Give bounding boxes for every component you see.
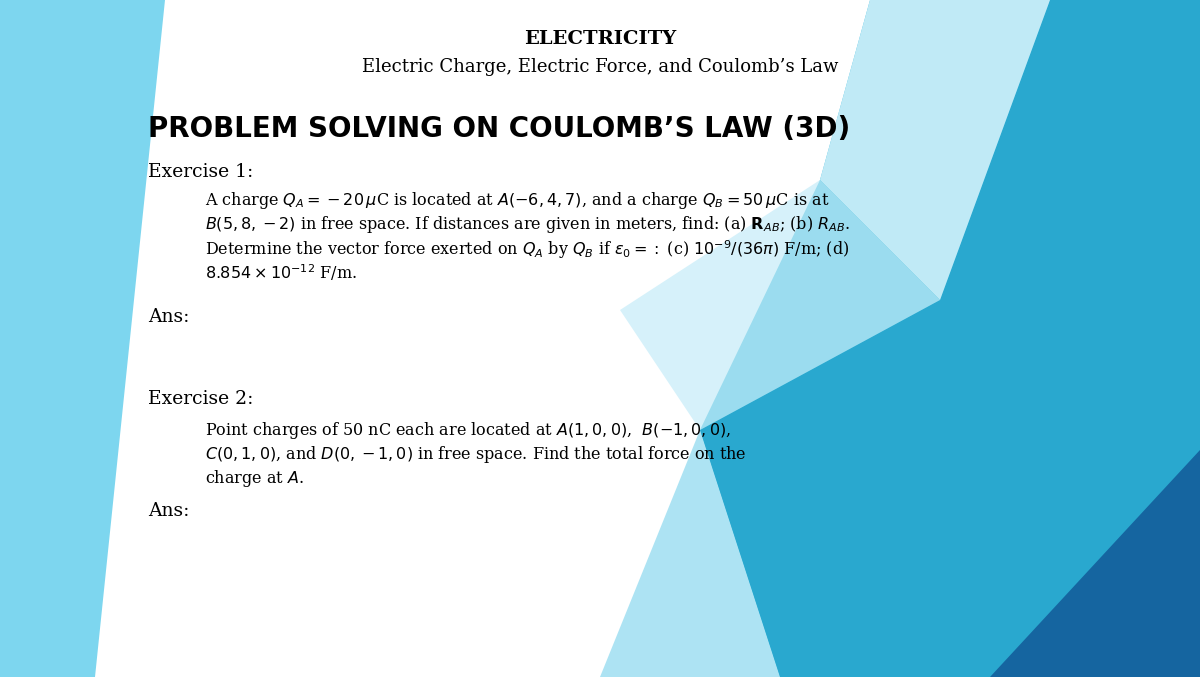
Polygon shape	[700, 0, 1200, 677]
Polygon shape	[0, 0, 166, 677]
Polygon shape	[700, 0, 1200, 677]
Text: $B(5, 8, -2)$ in free space. If distances are given in meters, find: (a) $\mathb: $B(5, 8, -2)$ in free space. If distance…	[205, 214, 850, 235]
Text: $C(0, 1, 0)$, and $D(0, -1, 0)$ in free space. Find the total force on the: $C(0, 1, 0)$, and $D(0, -1, 0)$ in free …	[205, 444, 746, 465]
Polygon shape	[990, 0, 1200, 677]
Polygon shape	[820, 0, 1050, 300]
Text: $8.854 \times 10^{-12}$ F/m.: $8.854 \times 10^{-12}$ F/m.	[205, 262, 358, 283]
Text: Determine the vector force exerted on $Q_A$ by $Q_B$ if $\epsilon_0 =:$ (c) $10^: Determine the vector force exerted on $Q…	[205, 238, 850, 261]
Text: ELECTRICITY: ELECTRICITY	[524, 30, 676, 48]
Text: Ans:: Ans:	[148, 308, 190, 326]
Text: charge at $A$.: charge at $A$.	[205, 468, 304, 489]
Text: Exercise 1:: Exercise 1:	[148, 163, 253, 181]
Text: Ans:: Ans:	[148, 502, 190, 520]
Text: Exercise 2:: Exercise 2:	[148, 390, 253, 408]
Text: PROBLEM SOLVING ON COULOMB’S LAW (3D): PROBLEM SOLVING ON COULOMB’S LAW (3D)	[148, 115, 851, 143]
Text: Point charges of 50 nC each are located at $A(1, 0, 0)$,  $B(-1, 0, 0)$,: Point charges of 50 nC each are located …	[205, 420, 731, 441]
Polygon shape	[620, 180, 940, 430]
Polygon shape	[600, 430, 780, 677]
Text: Electric Charge, Electric Force, and Coulomb’s Law: Electric Charge, Electric Force, and Cou…	[362, 58, 838, 76]
Text: A charge $Q_A = -20\,\mu$C is located at $A(-6, 4, 7)$, and a charge $Q_B = 50\,: A charge $Q_A = -20\,\mu$C is located at…	[205, 190, 829, 211]
